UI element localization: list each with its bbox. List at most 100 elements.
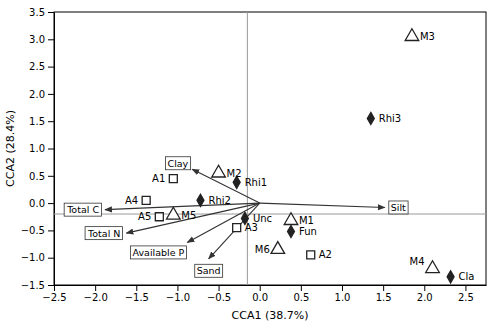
y-tick-label: 0.5 — [29, 171, 45, 182]
arrow-label-background — [195, 264, 223, 277]
x-tick-label: −2.5 — [42, 292, 66, 303]
plot-frame — [54, 12, 486, 285]
arrow — [260, 203, 385, 207]
point — [405, 29, 419, 41]
x-tick: −2.5 — [42, 285, 66, 303]
x-tick-label: 0.5 — [293, 292, 309, 303]
y-tick-label: 3.5 — [29, 7, 45, 18]
arrow-label: Silt — [391, 202, 406, 213]
point — [367, 112, 374, 124]
point — [288, 225, 295, 237]
y-tick: 3.5 — [29, 7, 54, 18]
y-tick: 1.0 — [29, 143, 54, 154]
y-tick-label: 1.0 — [29, 143, 45, 154]
x-tick-label: 2.5 — [458, 292, 474, 303]
arrow-label: Sand — [197, 265, 221, 276]
point-label: Fun — [299, 226, 317, 237]
points-diamond — [197, 112, 454, 282]
labels: Clay Total C Total N Available P Sand Silt M1 M… — [64, 31, 474, 282]
y-tick-mark — [48, 94, 54, 95]
point-label: Rhi1 — [245, 177, 267, 188]
x-tick-label: −2.0 — [83, 292, 107, 303]
arrow-label: Available P — [133, 247, 185, 258]
point — [307, 251, 315, 259]
x-tick-mark — [54, 285, 55, 291]
point-label: Rhi3 — [379, 113, 401, 124]
arrow-label-box: Silt — [389, 201, 408, 214]
arrow-label-box: Total C — [64, 203, 101, 216]
y-tick: −1.5 — [21, 280, 54, 291]
x-tick-mark — [260, 285, 261, 291]
y-tick: −0.5 — [21, 225, 54, 236]
x-axis-title: CCA1 (38.7%) — [232, 309, 309, 322]
y-tick: 0.5 — [29, 171, 54, 182]
arrow-label-background — [64, 203, 101, 216]
point-label: M4 — [410, 256, 425, 267]
point-label: Cla — [459, 271, 475, 282]
point — [155, 213, 163, 221]
point — [197, 194, 204, 206]
y-tick-label: −1.0 — [21, 252, 45, 263]
point — [271, 242, 285, 254]
arrow-label: Total N — [87, 228, 120, 239]
point — [233, 224, 241, 232]
y-tick: 1.5 — [29, 116, 54, 127]
y-tick: 2.0 — [29, 89, 54, 100]
x-tick: −2.0 — [83, 285, 107, 303]
point-label: Rhi2 — [208, 195, 230, 206]
y-tick: −1.0 — [21, 252, 54, 263]
y-tick-label: 1.5 — [29, 116, 45, 127]
y-tick-mark — [48, 121, 54, 122]
point-label: A5 — [138, 211, 151, 222]
plot-area — [54, 12, 486, 285]
x-tick: −1.5 — [125, 285, 149, 303]
point — [167, 207, 181, 219]
point-label: A2 — [319, 249, 332, 260]
y-tick-mark — [48, 176, 54, 177]
x-tick-label: −0.5 — [207, 292, 231, 303]
arrow-label: Total C — [66, 204, 99, 215]
y-tick-mark — [48, 258, 54, 259]
x-tick: −0.5 — [207, 285, 231, 303]
x-tick: 0.5 — [293, 285, 309, 303]
arrow-label: Clay — [168, 158, 189, 169]
arrow-label-background — [131, 246, 187, 259]
x-tick-label: −1.5 — [125, 292, 149, 303]
point-label: M3 — [420, 31, 435, 42]
y-tick-label: 2.5 — [29, 61, 45, 72]
x-tick-label: 2.0 — [417, 292, 433, 303]
y-tick: 2.5 — [29, 61, 54, 72]
x-tick: 2.5 — [458, 285, 474, 303]
y-tick: 3.0 — [29, 34, 54, 45]
y-tick-mark — [48, 149, 54, 150]
arrow-label-background — [166, 157, 191, 170]
point-label: A1 — [152, 173, 165, 184]
x-tick-label: 1.5 — [376, 292, 392, 303]
x-tick-mark — [219, 285, 220, 291]
x-tick-label: 1.0 — [335, 292, 351, 303]
y-tick-label: 0.0 — [29, 198, 45, 209]
x-tick: 0.0 — [252, 285, 268, 303]
point — [212, 165, 226, 177]
point — [284, 213, 298, 225]
arrow-label-box: Available P — [131, 246, 187, 259]
y-tick-label: 2.0 — [29, 89, 45, 100]
point-label: M1 — [299, 215, 314, 226]
arrow-label-background — [389, 201, 408, 214]
point — [447, 271, 454, 283]
x-tick-label: 0.0 — [252, 292, 268, 303]
point — [169, 175, 177, 183]
x-tick-mark — [301, 285, 302, 291]
point-label: M6 — [255, 244, 270, 255]
x-tick-mark — [465, 285, 466, 291]
points-triangle — [167, 29, 440, 273]
point-label: A4 — [125, 195, 138, 206]
point-label: M2 — [227, 168, 242, 179]
reference-line-v — [247, 12, 248, 285]
y-tick-mark — [48, 285, 54, 286]
x-tick: 1.0 — [335, 285, 351, 303]
y-tick-mark — [48, 67, 54, 68]
x-tick-label: −1.0 — [166, 292, 190, 303]
arrow-label-background — [85, 227, 122, 240]
y-tick: 0.0 — [29, 198, 54, 209]
